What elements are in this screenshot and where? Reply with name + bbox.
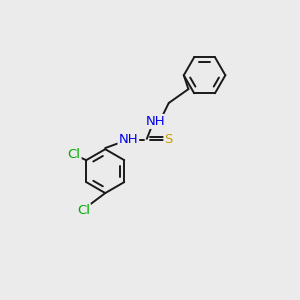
Text: S: S [165,134,173,146]
Text: NH: NH [118,134,138,146]
Text: Cl: Cl [68,148,81,161]
Text: Cl: Cl [77,204,90,217]
Text: NH: NH [146,115,166,128]
